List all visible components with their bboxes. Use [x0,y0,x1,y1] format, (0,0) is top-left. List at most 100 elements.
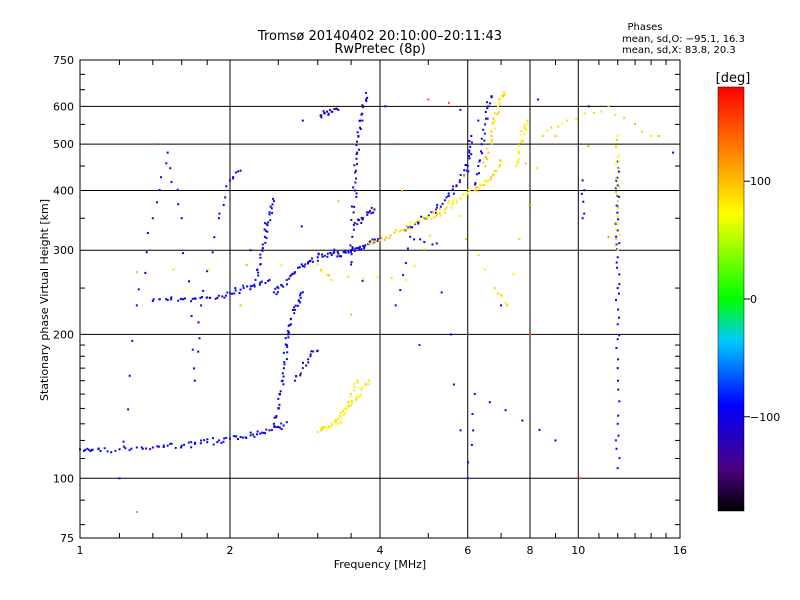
echo-point [487,179,490,182]
echo-point [435,212,438,215]
echo-point [615,235,618,238]
echo-point [447,202,450,205]
echo-point [390,277,393,279]
echo-point [618,400,621,403]
echo-point [297,266,299,269]
echo-point [246,285,249,288]
echo-point [302,361,304,364]
echo-point [307,358,310,361]
echo-point [283,361,286,364]
echo-point [286,346,289,348]
echo-point [623,116,626,119]
echo-point [487,151,490,154]
echo-point [380,236,383,239]
echo-point [279,390,282,393]
echo-point [206,270,209,273]
echo-point [165,298,168,301]
echo-point [342,413,345,416]
echo-point [449,333,452,336]
echo-point [217,439,220,442]
echo-point [362,217,365,220]
echo-point [180,217,183,220]
echo-point [465,237,467,240]
echo-point [517,158,520,161]
echo-point [321,253,323,256]
echo-point [169,442,172,445]
echo-point [359,387,362,390]
echo-point [452,383,455,386]
echo-point [615,145,618,148]
echo-point [262,431,265,434]
echo-point [337,108,340,111]
echo-point [561,122,564,125]
echo-point [486,107,489,110]
echo-point [151,217,154,220]
x-tick-label: 8 [527,544,534,557]
echo-point [616,249,619,252]
echo-point [261,249,264,252]
echo-point [352,186,355,189]
echo-point [187,441,190,444]
echo-point [296,304,299,307]
echo-point [614,146,617,149]
echo-point [166,151,169,154]
echo-point [338,255,341,258]
echo-point [188,280,190,283]
echo-point [127,408,130,411]
echo-point [366,211,368,214]
chart-title: Tromsø 20140402 20:10:00–20:11:43 [257,29,502,44]
echo-point [355,192,358,195]
echo-point [484,165,487,167]
echo-point [450,206,453,209]
echo-point [614,162,617,165]
echo-point [399,289,402,292]
echo-point [288,277,291,280]
echo-point [286,330,289,333]
echo-point [466,165,469,167]
echo-point [160,176,162,179]
echo-point [137,288,140,291]
echo-point [301,291,304,294]
echo-point [128,449,131,452]
echo-point [468,151,471,154]
echo-point [369,240,371,243]
echo-point [239,169,242,172]
echo-point [409,226,412,229]
echo-point [217,217,220,220]
echo-point [430,211,433,214]
echo-point [407,228,410,230]
echo-point [618,283,621,286]
echo-point [304,263,307,266]
echo-point [418,219,421,222]
echo-point [316,256,319,259]
echo-point [141,447,144,450]
echo-point [330,278,333,281]
echo-point [309,353,312,356]
echo-point [362,277,365,280]
echo-point [369,209,372,212]
echo-point [615,447,618,450]
echo-point [316,349,319,352]
echo-point [600,110,603,113]
echo-point [617,388,620,391]
echo-point [118,448,121,451]
echo-point [140,446,143,449]
echo-point [288,331,290,334]
echo-point [640,130,643,133]
echo-point [199,296,202,299]
echo-point [256,430,259,433]
echo-point [249,434,252,437]
echo-point [357,135,360,137]
echo-point [232,176,235,179]
echo-point [91,448,94,451]
echo-point [183,443,186,446]
echo-point [430,217,433,220]
echo-point [110,451,113,454]
echo-point [489,178,492,181]
echo-point [499,103,502,106]
echo-point [229,179,231,182]
echo-point [444,211,446,214]
echo-point [277,406,280,409]
echo-point [275,416,278,419]
echo-point [367,242,370,245]
